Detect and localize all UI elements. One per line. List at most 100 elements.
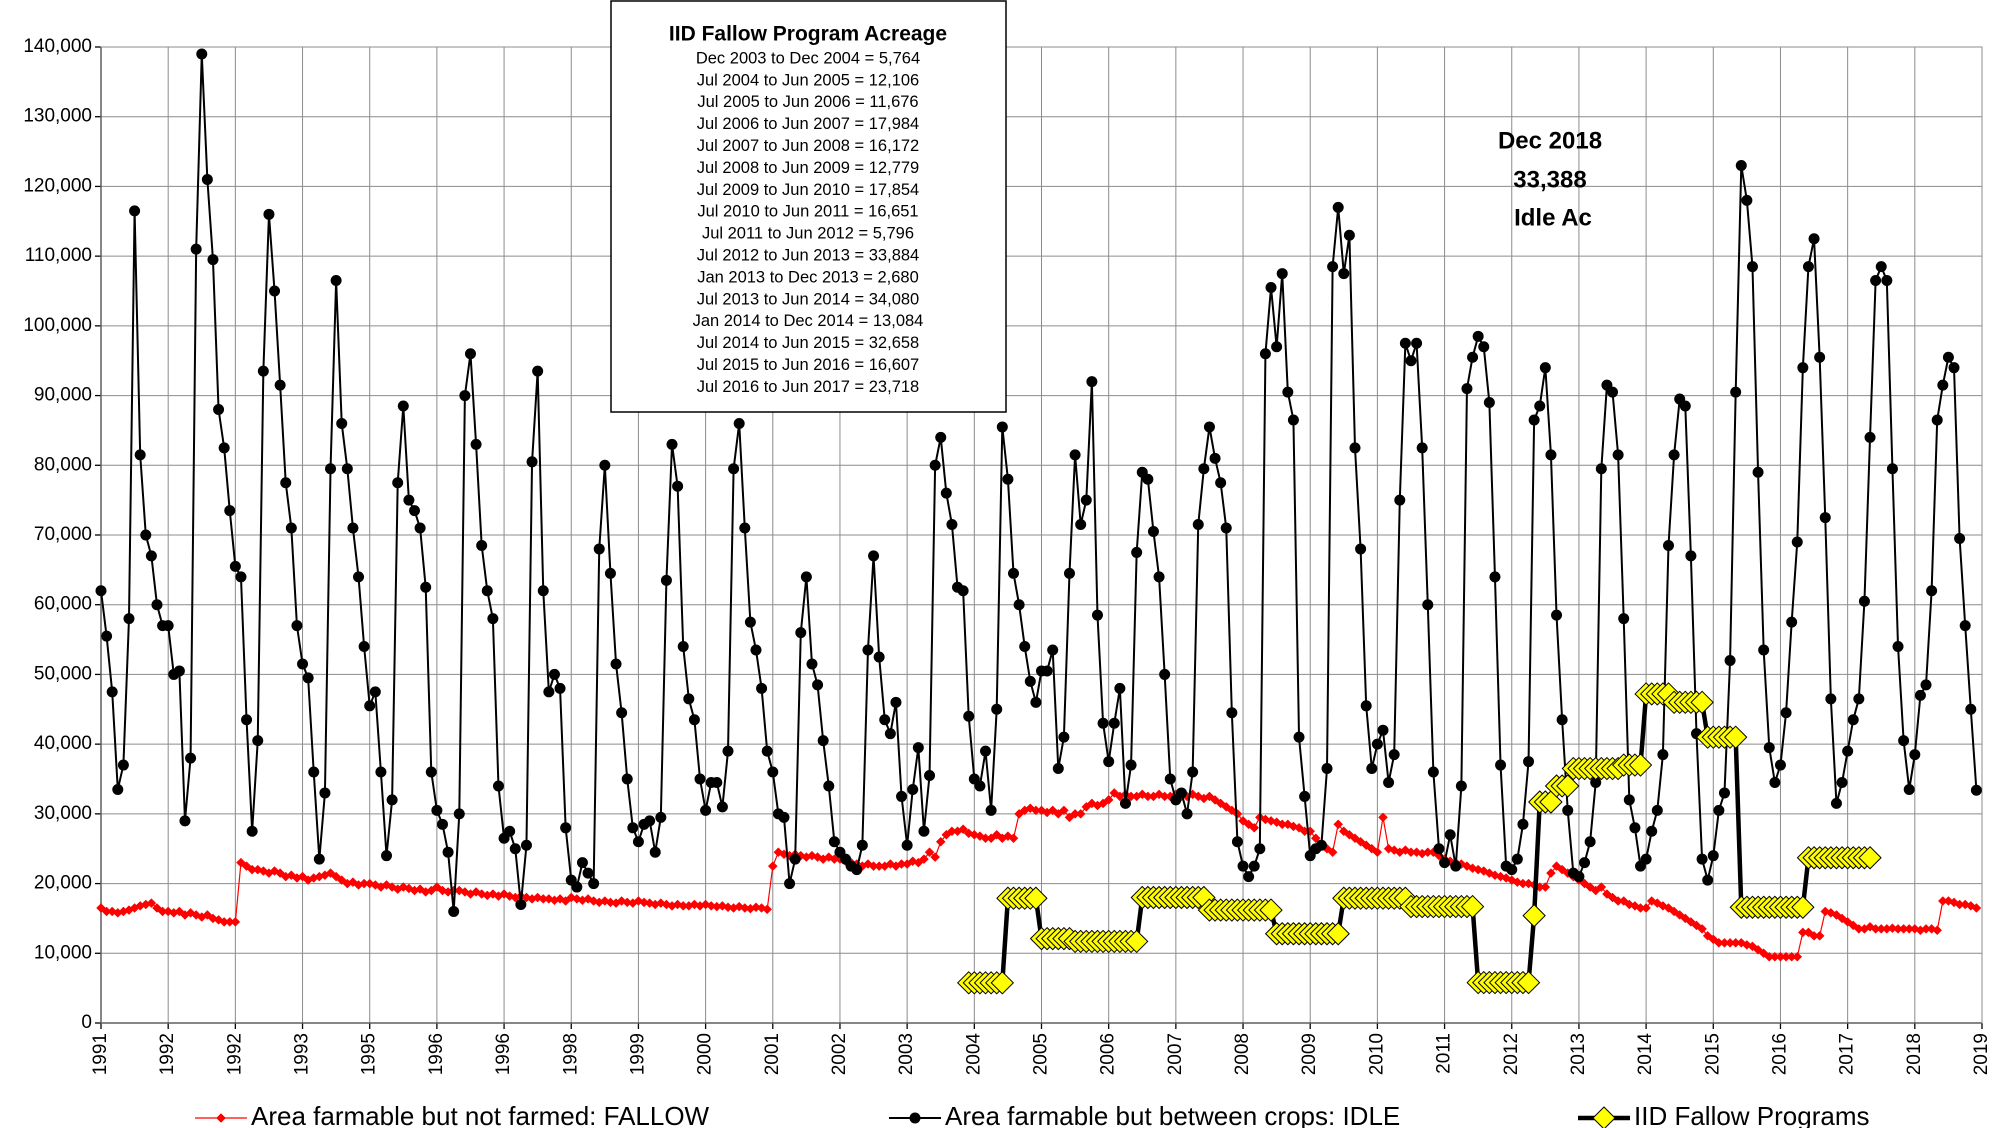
data-point: [1209, 452, 1221, 464]
info-box-line: Jan 2013 to Dec 2013 = 2,680: [697, 268, 919, 286]
data-point: [1669, 906, 1679, 917]
data-point: [789, 853, 801, 865]
x-tick-label: 2004: [963, 1033, 984, 1076]
data-point: [1651, 804, 1663, 816]
data-point: [1343, 229, 1355, 241]
data-point: [661, 899, 672, 910]
data-point: [481, 585, 493, 597]
info-box-line: Jul 2015 to Jun 2016 = 16,607: [697, 356, 919, 374]
data-point: [1383, 843, 1394, 854]
data-point: [163, 906, 174, 917]
data-point: [269, 866, 280, 876]
data-point: [1372, 847, 1383, 858]
data-point: [644, 815, 656, 827]
data-point: [1758, 644, 1770, 656]
data-point: [1517, 818, 1529, 830]
legend: Area farmable but not farmed: FALLOW Area…: [195, 1101, 1870, 1128]
data-point: [1394, 494, 1406, 506]
data-point: [134, 449, 146, 461]
data-point: [207, 254, 219, 266]
data-point: [1467, 351, 1479, 363]
data-point: [1310, 833, 1321, 844]
data-point: [1802, 261, 1814, 273]
data-point: [896, 790, 908, 802]
data-point: [1579, 857, 1591, 869]
data-point: [348, 877, 358, 888]
data-point: [336, 417, 348, 429]
data-point: [1920, 679, 1932, 691]
y-tick-label: 130,000: [23, 106, 92, 127]
data-point: [1539, 790, 1563, 814]
data-point: [191, 910, 202, 920]
data-point: [432, 882, 442, 892]
data-point: [453, 808, 465, 820]
info-box-line: Jul 2014 to Jun 2015 = 32,658: [697, 334, 919, 352]
data-point: [381, 850, 393, 862]
data-point: [1326, 922, 1350, 946]
series: [96, 788, 1982, 962]
data-point: [1819, 512, 1831, 524]
series: [957, 682, 1882, 995]
data-point: [252, 864, 263, 875]
data-point: [291, 620, 303, 632]
data-point: [1024, 886, 1048, 910]
data-point: [1075, 809, 1086, 819]
data-point: [582, 867, 594, 879]
data-point: [1713, 804, 1725, 816]
data-point: [1265, 282, 1277, 294]
data-point: [1159, 668, 1171, 680]
data-point: [907, 783, 919, 795]
data-point: [1774, 759, 1786, 771]
data-point: [756, 682, 768, 694]
data-point: [543, 686, 555, 698]
data-point: [1791, 895, 1815, 919]
data-point: [929, 459, 941, 471]
data-point: [1091, 609, 1103, 621]
y-tick-label: 100,000: [23, 315, 92, 336]
data-point: [1366, 763, 1378, 775]
data-point: [1741, 194, 1753, 206]
data-point: [985, 804, 997, 816]
info-box-line: Jul 2005 to Jun 2006 = 11,676: [697, 93, 918, 111]
data-point: [341, 463, 353, 475]
data-point: [1287, 414, 1299, 426]
data-point: [347, 522, 359, 534]
x-tick-label: 2005: [1031, 1033, 1052, 1075]
data-point: [202, 910, 213, 920]
data-point: [117, 759, 129, 771]
data-point: [974, 780, 986, 792]
data-point: [1399, 337, 1411, 349]
data-point: [1942, 351, 1954, 363]
data-point: [1960, 899, 1971, 910]
data-point: [924, 847, 935, 858]
data-point: [767, 861, 778, 871]
info-box-line: Dec 2003 to Dec 2004 = 5,764: [696, 49, 920, 67]
data-point: [1383, 776, 1395, 788]
data-point: [1349, 442, 1361, 454]
data-point: [1657, 749, 1669, 761]
data-point: [442, 846, 454, 858]
data-point: [1254, 843, 1266, 855]
data-point: [1361, 840, 1372, 851]
y-tick-label: 140,000: [23, 36, 92, 57]
info-box-title: IID Fallow Program Acreage: [669, 23, 947, 46]
data-point: [930, 852, 940, 862]
data-point: [1360, 700, 1372, 712]
info-box-line: Jul 2013 to Jun 2014 = 34,080: [697, 290, 919, 308]
data-point: [1803, 927, 1814, 938]
data-point: [1063, 567, 1075, 579]
data-point: [918, 825, 930, 837]
data-point: [683, 693, 695, 705]
data-point: [415, 884, 425, 895]
data-point: [1516, 970, 1541, 995]
data-point: [431, 804, 443, 816]
data-point: [1546, 868, 1556, 878]
data-point: [1405, 355, 1417, 367]
data-point: [1192, 519, 1204, 531]
data-point: [313, 853, 325, 865]
data-point: [297, 658, 309, 670]
data-point: [677, 641, 689, 653]
data-point: [1259, 898, 1283, 922]
data-point: [145, 550, 157, 562]
data-point: [700, 804, 712, 816]
